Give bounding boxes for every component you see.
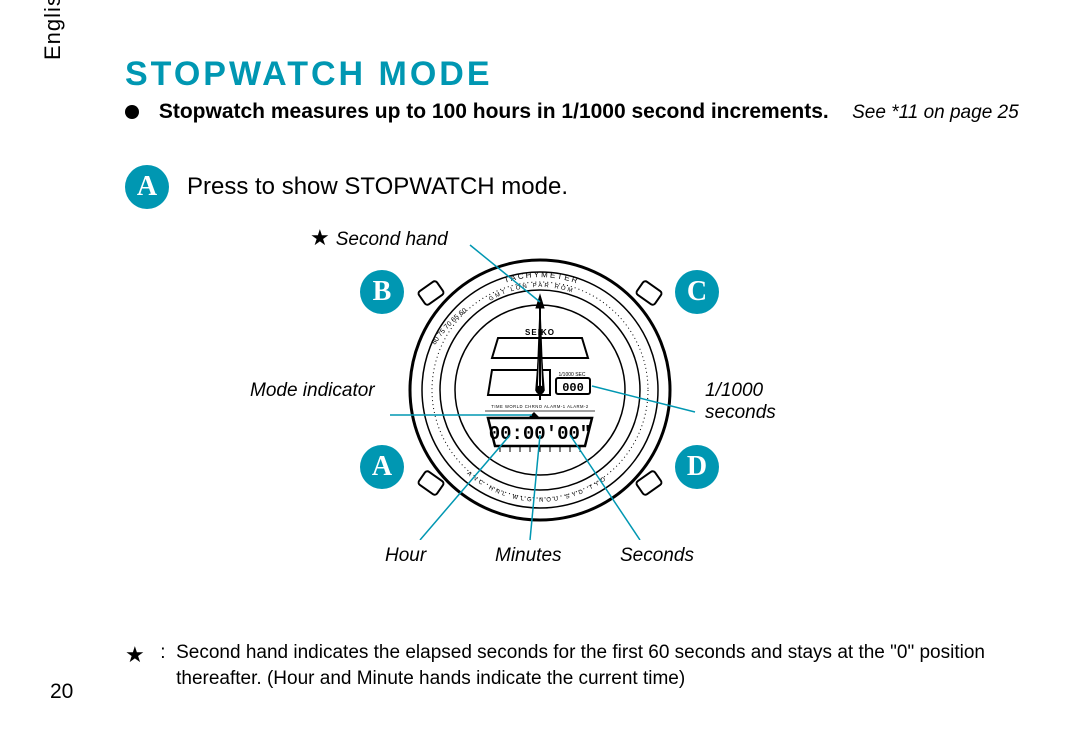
footnote: ★ : Second hand indicates the elapsed se… — [125, 640, 1030, 691]
callout-minutes: Minutes — [495, 545, 562, 567]
bullet-note-text: See *11 on page 25 — [852, 102, 1019, 123]
mode-strip: TIME WORLD CHRNO ALARM-1 ALARM-2 — [491, 404, 589, 409]
bullet-main-text: Stopwatch measures up to 100 hours in 1/… — [159, 100, 829, 123]
callout-seconds: Seconds — [620, 545, 694, 567]
language-tab: English — [40, 0, 66, 60]
watch-face: TACHYMETER GMT LON PAR ROM ANC HNL WLG N… — [380, 240, 700, 540]
footnote-star-icon: ★ — [125, 640, 155, 670]
press-instruction: A Press to show STOPWATCH mode. — [125, 165, 568, 209]
callout-hour: Hour — [385, 545, 426, 567]
callout-mode-indicator: Mode indicator — [250, 380, 375, 402]
watch-diagram: ★Second hand Mode indicator 1/1000 secon… — [260, 220, 820, 580]
callout-thousandth: 1/1000 seconds — [705, 380, 820, 424]
button-a-badge: A — [125, 165, 169, 209]
bullet-icon — [125, 105, 139, 119]
page-number: 20 — [50, 680, 73, 704]
manual-page: English STOPWATCH MODE Stopwatch measure… — [0, 0, 1080, 752]
section-title: STOPWATCH MODE — [125, 55, 493, 94]
star-icon: ★ — [310, 225, 330, 250]
footnote-text: Second hand indicates the elapsed second… — [176, 640, 1021, 691]
press-text: Press to show STOPWATCH mode. — [187, 173, 568, 201]
sub-digits: 000 — [562, 381, 584, 395]
intro-bullet: Stopwatch measures up to 100 hours in 1/… — [125, 100, 1030, 124]
